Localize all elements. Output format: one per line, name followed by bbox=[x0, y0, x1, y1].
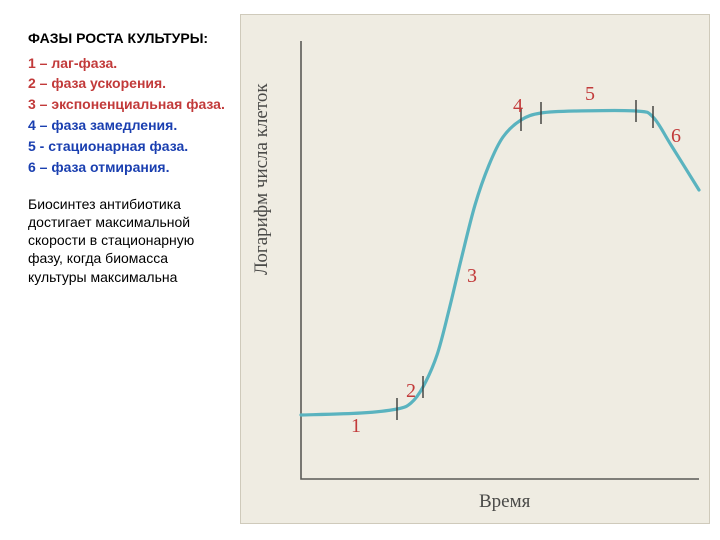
curve-number-label: 6 bbox=[671, 125, 681, 148]
curve-number-label: 1 bbox=[351, 415, 361, 438]
y-axis-label: Логарифм числа клеток bbox=[251, 83, 273, 275]
left-column: ФАЗЫ РОСТА КУЛЬТУРЫ: 1 – лаг-фаза.2 – фа… bbox=[28, 30, 228, 286]
curve-number-label: 3 bbox=[467, 265, 477, 288]
phase-item: 2 – фаза ускорения. bbox=[28, 74, 228, 93]
curve-number-label: 5 bbox=[585, 83, 595, 106]
phases-list: 1 – лаг-фаза.2 – фаза ускорения. 3 – эксп… bbox=[28, 54, 228, 177]
phase-item: 1 – лаг-фаза. bbox=[28, 54, 228, 73]
curve-number-label: 2 bbox=[406, 380, 416, 403]
x-axis-label: Время bbox=[479, 491, 530, 513]
phases-title: ФАЗЫ РОСТА КУЛЬТУРЫ: bbox=[28, 30, 228, 48]
phase-item: 4 – фаза замедления. bbox=[28, 116, 228, 135]
phase-item: 3 – экспоненциальная фаза. bbox=[28, 95, 228, 114]
body-paragraph: Биосинтез антибиотика достигает максимал… bbox=[28, 195, 228, 286]
phase-item: 6 – фаза отмирания. bbox=[28, 158, 228, 177]
growth-chart: Логарифм числа клеток Время 1 2 3 4 5 6 bbox=[240, 14, 710, 524]
phase-item: 5 - стационарная фаза. bbox=[28, 137, 228, 156]
growth-curve bbox=[301, 110, 699, 415]
curve-number-label: 4 bbox=[513, 95, 523, 118]
